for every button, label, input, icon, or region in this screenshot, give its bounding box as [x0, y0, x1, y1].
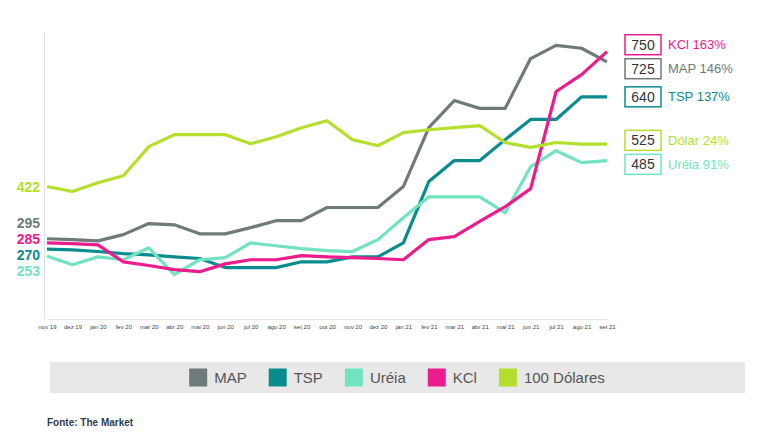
end-annotation: MAP 146% — [668, 61, 733, 76]
x-tick-label: dez 19 — [64, 324, 83, 330]
end-value-label: 525 — [631, 132, 655, 148]
y-axis-line — [44, 32, 45, 320]
source: Fonte: The Market — [47, 417, 134, 428]
x-tick: jun 20 — [217, 319, 235, 330]
x-tick: jul 20 — [243, 319, 259, 330]
end-value-box — [625, 130, 661, 150]
x-tick: dez 20 — [369, 319, 388, 330]
x-tick-label: abr 21 — [472, 324, 490, 330]
x-tick-label: mai 20 — [191, 324, 210, 330]
legend-entry: Uréia — [345, 369, 407, 387]
x-tick: jul 21 — [548, 319, 564, 330]
x-tick: dez 19 — [64, 319, 83, 330]
end-labels: 750 KCl 163% 725 MAP 146% 640 TSP 137% 525 Dóla… — [625, 35, 733, 175]
legend-entry: MAP — [189, 369, 247, 387]
x-tick-label: set 20 — [294, 324, 311, 330]
x-tick-label: fev 20 — [116, 324, 133, 330]
x-tick-label: set 21 — [599, 324, 616, 330]
legend-swatch — [269, 369, 287, 387]
x-tick-label: ago 20 — [267, 324, 286, 330]
legend-label: 100 Dólares — [524, 369, 605, 386]
x-tick-label: jun 20 — [217, 324, 235, 330]
end-value-box — [625, 87, 661, 107]
end-annotation: Dólar 24% — [668, 133, 729, 148]
legend-swatch — [189, 369, 207, 387]
x-tick: abr 21 — [472, 319, 490, 330]
end-value-label: 640 — [631, 89, 655, 105]
x-tick-label: mai 21 — [497, 324, 516, 330]
x-tick: fev 20 — [116, 319, 133, 330]
legend-label: KCl — [453, 369, 477, 386]
x-tick-label: ago 21 — [573, 324, 592, 330]
x-tick-label: mar 21 — [445, 324, 464, 330]
x-tick-label: nov 19 — [38, 324, 57, 330]
x-tick: fev 21 — [421, 319, 438, 330]
start-value-label: 285 — [17, 231, 41, 247]
end-value-box — [625, 35, 661, 55]
x-tick: mai 20 — [191, 319, 210, 330]
x-tick-label: abr 20 — [166, 324, 184, 330]
start-value-label: 253 — [17, 263, 41, 279]
x-tick: abr 20 — [166, 319, 184, 330]
y-axis — [44, 32, 45, 320]
start-value-label: 422 — [17, 179, 41, 195]
legend-entry: TSP — [269, 369, 323, 387]
x-tick-label: jul 20 — [243, 324, 259, 330]
x-tick-label: jan 20 — [89, 324, 107, 330]
x-axis: nov 19 dez 19 jan 20 fev 20 mar 20 abr 20 mai … — [38, 319, 616, 330]
legend-label: Uréia — [370, 369, 407, 386]
legend-label: MAP — [214, 369, 247, 386]
x-tick-label: jul 21 — [548, 324, 564, 330]
x-tick-label: mar 20 — [140, 324, 159, 330]
legend-entry: 100 Dólares — [499, 369, 605, 387]
legend-swatch — [345, 369, 363, 387]
end-annotation: KCl 163% — [668, 37, 726, 52]
legend: MAP TSP Uréia KCl 100 Dólares — [50, 362, 745, 393]
x-tick: out 20 — [319, 319, 336, 330]
end-value-box — [625, 154, 661, 174]
legend-background — [50, 362, 745, 393]
x-tick-label: jun 21 — [522, 324, 540, 330]
end-annotation: TSP 137% — [668, 89, 730, 104]
legend-entry: KCl — [428, 369, 477, 387]
x-tick: jun 21 — [522, 319, 540, 330]
end-value-label: 485 — [631, 156, 655, 172]
start-value-label: 270 — [17, 247, 41, 263]
x-tick-label: dez 20 — [369, 324, 388, 330]
x-tick-label: fev 21 — [421, 324, 438, 330]
end-value-label: 725 — [631, 61, 655, 77]
x-tick: mar 20 — [140, 319, 159, 330]
end-value-label: 750 — [631, 37, 655, 53]
x-tick: ago 21 — [573, 319, 592, 330]
series-line — [47, 121, 607, 192]
x-tick: nov 19 — [38, 319, 57, 330]
series-line — [47, 52, 607, 272]
series-line — [47, 45, 607, 240]
legend-label: TSP — [294, 369, 323, 386]
chart: nov 19 dez 19 jan 20 fev 20 mar 20 abr 20 mai … — [0, 0, 768, 435]
end-value-box — [625, 59, 661, 79]
x-axis-line — [48, 319, 608, 320]
x-tick-label: nov 20 — [344, 324, 363, 330]
x-tick-label: out 20 — [319, 324, 336, 330]
x-tick: mar 21 — [445, 319, 464, 330]
x-tick-label: jan 21 — [395, 324, 413, 330]
start-value-label: 295 — [17, 215, 41, 231]
start-labels: 422 295285270253 — [17, 179, 41, 279]
x-tick: mai 21 — [497, 319, 516, 330]
x-tick: set 21 — [599, 319, 616, 330]
end-annotation: Uréia 91% — [668, 157, 729, 172]
x-tick: ago 20 — [267, 319, 286, 330]
legend-swatch — [499, 369, 517, 387]
legend-swatch — [428, 369, 446, 387]
x-tick: set 20 — [294, 319, 311, 330]
x-tick: jan 20 — [89, 319, 107, 330]
lines — [47, 45, 607, 274]
x-tick: jan 21 — [395, 319, 413, 330]
x-tick: nov 20 — [344, 319, 363, 330]
